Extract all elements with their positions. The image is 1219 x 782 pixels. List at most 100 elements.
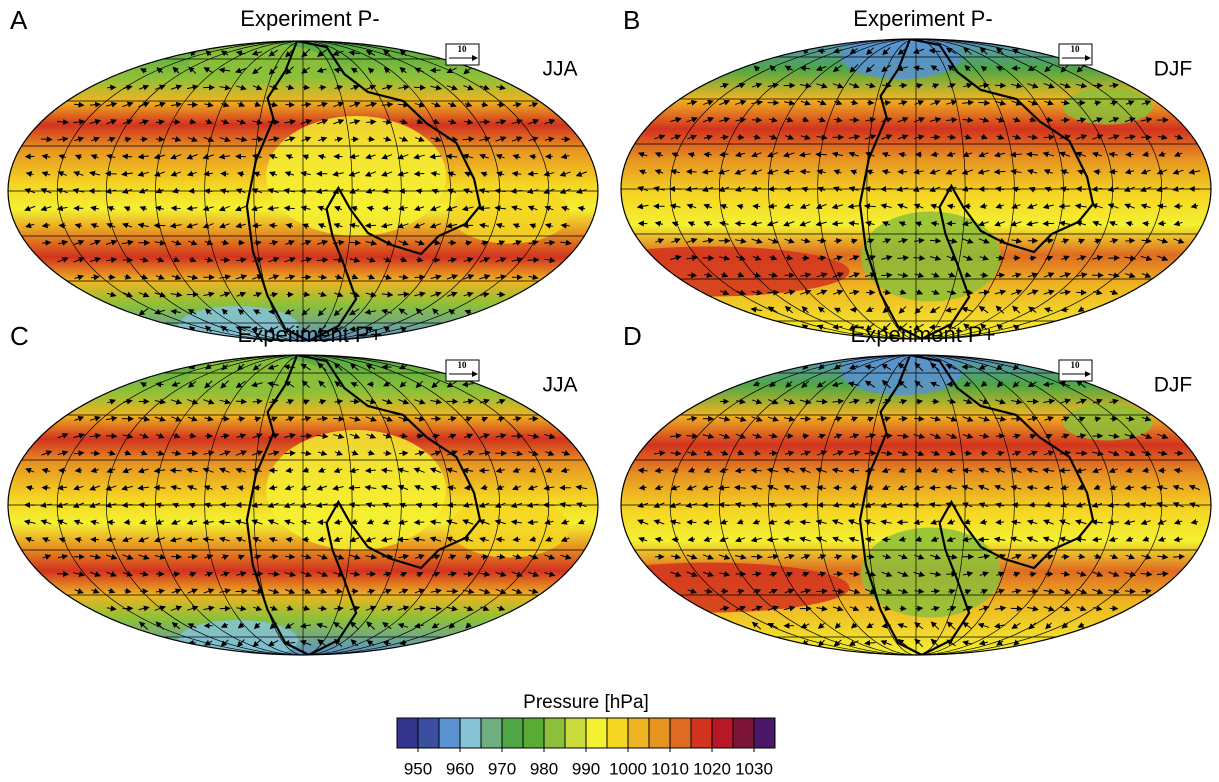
wind-vector <box>301 277 310 278</box>
wind-vector <box>867 556 874 557</box>
wind-vector <box>996 275 1004 276</box>
wind-vector <box>529 419 538 420</box>
reference-vector-label: 10 <box>458 360 468 370</box>
wind-vector <box>687 275 696 276</box>
wind-vector <box>1044 487 1053 488</box>
colorbar-box <box>607 718 628 748</box>
field-patch <box>1063 89 1153 125</box>
wind-vector <box>1030 505 1036 506</box>
wind-vector <box>528 173 537 174</box>
wind-vector <box>816 591 827 592</box>
wind-vector <box>833 327 842 328</box>
wind-vector <box>42 242 50 243</box>
wind-vector <box>171 556 181 557</box>
wind-vector <box>1125 240 1134 241</box>
season-label: DJF <box>1154 374 1193 397</box>
colorbar-box <box>418 718 439 748</box>
colorbar-box <box>712 718 733 748</box>
wind-vector <box>930 240 940 241</box>
wind-vector <box>1110 171 1117 172</box>
panel-title: Experiment P+ <box>851 322 996 347</box>
panel-title: Experiment P- <box>853 6 992 31</box>
wind-vector <box>881 275 891 276</box>
wind-vector <box>882 85 890 86</box>
figure: AExperiment P-JJA10BExperiment P-DJF10CE… <box>0 0 1219 782</box>
wind-vector <box>769 189 777 190</box>
wind-vector <box>947 470 955 471</box>
colorbar-box <box>481 718 502 748</box>
map-panel: BExperiment P-DJF10 <box>570 5 1212 339</box>
colorbar-box <box>565 718 586 748</box>
field-patch <box>189 44 329 84</box>
wind-vector <box>916 608 923 609</box>
colorbar-tick-label: 1030 <box>735 759 773 778</box>
wind-vector <box>528 522 538 523</box>
wind-vector <box>1013 505 1020 506</box>
map-field <box>570 35 1212 339</box>
colorbar-box <box>670 718 691 748</box>
wind-vector <box>900 608 906 609</box>
wind-vector <box>931 591 939 592</box>
wind-vector <box>172 208 181 209</box>
colorbar-title: Pressure [hPa] <box>523 692 649 713</box>
wind-vector <box>686 436 697 437</box>
colorbar-tick-label: 1000 <box>609 759 647 778</box>
colorbar-box <box>628 718 649 748</box>
field-patch <box>189 358 329 398</box>
wind-vector <box>1143 223 1149 224</box>
wind-vector <box>415 277 425 278</box>
colorbar-box <box>586 718 607 748</box>
wind-vector <box>995 171 1006 172</box>
panel-label: C <box>10 321 29 351</box>
season-label: JJA <box>542 58 577 81</box>
wind-vector <box>285 453 295 454</box>
wind-vector <box>189 191 195 192</box>
colorbar-tick-label: 1010 <box>651 759 689 778</box>
panel-label: D <box>623 321 642 351</box>
colorbar-tick-label: 980 <box>530 759 558 778</box>
wind-vector <box>349 487 360 488</box>
wind-vector <box>303 87 309 88</box>
wind-vector <box>737 137 743 138</box>
wind-vector <box>704 154 711 155</box>
wind-vector <box>1159 223 1166 224</box>
field-patch <box>1063 405 1153 441</box>
wind-vector <box>639 470 648 471</box>
panel-title: Experiment P+ <box>238 322 383 347</box>
map-field <box>570 351 1212 655</box>
wind-vector <box>415 173 425 174</box>
field-patch <box>450 184 570 244</box>
season-label: DJF <box>1154 58 1193 81</box>
colorbar-box <box>754 718 775 748</box>
reference-vector-label: 10 <box>1071 360 1081 370</box>
reference-vector-label: 10 <box>458 44 468 54</box>
wind-vector <box>399 453 407 454</box>
wind-vector <box>349 242 360 243</box>
wind-vector <box>930 487 940 488</box>
wind-vector <box>432 505 439 506</box>
wind-vector <box>285 556 294 557</box>
wind-vector <box>865 453 876 454</box>
colorbar-box <box>460 718 481 748</box>
colorbar-tick-label: 950 <box>404 759 432 778</box>
wind-vector <box>171 470 182 471</box>
colorbar-box <box>397 718 418 748</box>
wind-vector <box>91 453 99 454</box>
panel-title: Experiment P- <box>240 6 379 31</box>
wind-vector <box>1125 591 1135 592</box>
field-patch <box>570 247 850 297</box>
panel-label: B <box>623 5 640 35</box>
wind-vector <box>41 139 52 140</box>
colorbar-box <box>439 718 460 748</box>
map-panel: D Experiment P+ DJF 10 <box>570 321 1212 655</box>
wind-vector <box>221 173 228 174</box>
map-panel: AExperiment P-JJA10 <box>8 5 598 346</box>
wind-vector <box>1060 206 1071 207</box>
wind-vector <box>687 171 697 172</box>
wind-vector <box>752 470 762 471</box>
wind-vector <box>513 539 520 540</box>
wind-vector <box>751 556 762 557</box>
wind-vector <box>156 139 164 140</box>
colorbar-box <box>544 718 565 748</box>
season-label: JJA <box>542 374 577 397</box>
